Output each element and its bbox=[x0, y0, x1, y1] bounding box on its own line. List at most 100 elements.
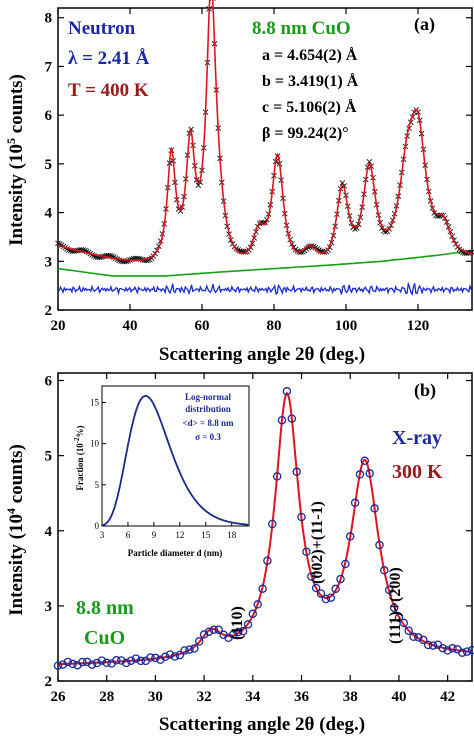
inset-x-tick-label: 6 bbox=[126, 530, 131, 540]
data-point bbox=[238, 626, 248, 636]
inset-note-1: Log-normal bbox=[185, 392, 231, 402]
data-point bbox=[380, 566, 389, 575]
x-tick-label: 34 bbox=[245, 689, 261, 705]
temperature-label: T = 400 K bbox=[68, 80, 149, 101]
data-point bbox=[229, 630, 238, 639]
inset-x-tick-label: 3 bbox=[100, 530, 105, 540]
data-point bbox=[350, 498, 360, 508]
x-tick-label: 60 bbox=[195, 318, 210, 334]
y-tick-label: 7 bbox=[45, 59, 53, 75]
x-tick-label: 38 bbox=[343, 689, 358, 705]
data-point bbox=[307, 572, 316, 581]
panel-a-ylabel: Intensity (105 counts) bbox=[4, 74, 27, 246]
data-point bbox=[353, 225, 360, 231]
lattice-c: c = 5.106(2) Å bbox=[262, 98, 357, 116]
data-point bbox=[394, 613, 404, 622]
x-tick-label: 40 bbox=[123, 318, 138, 334]
data-point bbox=[175, 650, 185, 660]
inset-y-tick-label: 10 bbox=[90, 439, 100, 449]
data-point bbox=[404, 626, 413, 635]
data-point bbox=[384, 585, 394, 595]
data-point bbox=[258, 584, 267, 593]
lattice-beta: β = 99.24(2)° bbox=[262, 125, 349, 142]
data-point bbox=[87, 660, 97, 669]
data-point bbox=[209, 625, 219, 634]
x-tick-label: 42 bbox=[440, 689, 455, 705]
data-point bbox=[214, 625, 223, 635]
inset-y-tick-label: 0 bbox=[95, 521, 100, 531]
data-point bbox=[194, 637, 204, 646]
peak-111-label: (111)+(200) bbox=[387, 567, 404, 644]
data-point bbox=[195, 182, 202, 189]
data-point bbox=[365, 469, 374, 478]
x-tick-label: 28 bbox=[99, 689, 114, 705]
data-point bbox=[355, 470, 365, 479]
data-point bbox=[339, 180, 346, 186]
data-point bbox=[112, 656, 121, 665]
y-tick-label: 6 bbox=[45, 108, 53, 124]
x-tick-label: 40 bbox=[391, 689, 406, 705]
y-tick-label: 2 bbox=[45, 674, 53, 690]
x-tick-label: 120 bbox=[407, 318, 430, 334]
data-point bbox=[233, 627, 243, 637]
x-tick-label: 100 bbox=[335, 318, 358, 334]
data-point bbox=[366, 159, 373, 165]
peak-110-label: (110) bbox=[229, 606, 246, 640]
data-point bbox=[82, 657, 92, 667]
lattice-a: a = 4.654(2) Å bbox=[262, 46, 358, 64]
data-point bbox=[360, 456, 370, 466]
data-point bbox=[97, 656, 107, 665]
data-point bbox=[419, 635, 428, 645]
data-point bbox=[204, 627, 214, 636]
data-point bbox=[370, 504, 379, 513]
data-point bbox=[428, 641, 438, 650]
data-point bbox=[199, 630, 209, 639]
data-point bbox=[53, 661, 63, 670]
data-point bbox=[292, 467, 301, 477]
lognormal-curve bbox=[101, 395, 249, 527]
data-point bbox=[443, 646, 452, 655]
data-point bbox=[282, 387, 292, 396]
data-point bbox=[414, 633, 423, 642]
y-tick-label: 3 bbox=[45, 254, 53, 270]
inset-mean: <d> = 8.8 nm bbox=[183, 418, 234, 428]
size-label: 8.8 nm bbox=[76, 597, 134, 619]
data-point bbox=[190, 644, 199, 653]
data-point bbox=[151, 653, 160, 663]
panel-b-frame bbox=[57, 372, 473, 682]
x-tick-label: 30 bbox=[148, 689, 163, 705]
x-tick-label: 80 bbox=[267, 318, 282, 334]
y-tick-label: 5 bbox=[45, 157, 53, 173]
data-point bbox=[121, 658, 131, 668]
inset-frame bbox=[101, 385, 250, 527]
data-point bbox=[462, 647, 472, 656]
inset-note-2: distribution bbox=[185, 404, 231, 414]
data-point bbox=[102, 658, 111, 668]
data-point bbox=[438, 643, 448, 653]
data-point bbox=[165, 650, 175, 659]
data-point bbox=[180, 646, 189, 655]
data-point bbox=[272, 472, 282, 481]
data-point bbox=[302, 547, 311, 557]
data-point bbox=[409, 632, 418, 642]
xray-temperature-label: 300 K bbox=[392, 461, 443, 483]
panel-a-label: (a) bbox=[414, 14, 435, 35]
data-point bbox=[160, 652, 170, 662]
data-point bbox=[248, 609, 258, 619]
inset-x-tick-label: 9 bbox=[152, 530, 157, 540]
data-point bbox=[92, 658, 102, 668]
xray-label: X-ray bbox=[392, 427, 442, 449]
panel-a: 20 40 60 80 100 120 2 3 4 5 6 7 8 Scattering angle 2… bbox=[4, 0, 474, 365]
neutron-label: Neutron bbox=[68, 18, 136, 39]
sample-label: 8.8 nm CuO bbox=[252, 18, 351, 39]
data-point bbox=[78, 657, 87, 667]
wavelength-label: λ = 2.41 Å bbox=[68, 48, 150, 69]
inset-xlabel: Particle diameter d (nm) bbox=[128, 548, 223, 558]
data-point bbox=[375, 540, 384, 550]
compound-label: CuO bbox=[84, 627, 125, 649]
data-point bbox=[126, 656, 136, 665]
difference-curve bbox=[57, 281, 472, 296]
data-point bbox=[170, 652, 180, 661]
panel-b-label: (b) bbox=[414, 380, 436, 401]
